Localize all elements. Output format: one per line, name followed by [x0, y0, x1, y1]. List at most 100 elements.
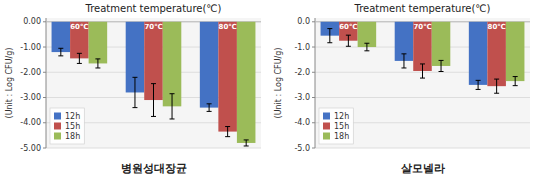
error-bar-cap: [170, 93, 175, 94]
error-bar-cap: [327, 42, 332, 43]
tick-label: -2.0: [294, 68, 310, 77]
error-bar-cap: [327, 28, 332, 29]
legend-swatch: [54, 133, 61, 140]
category-label: 60℃: [70, 23, 89, 31]
error-bar-cap: [95, 67, 100, 68]
legend-frame: [50, 108, 84, 144]
error-bar-cap: [77, 53, 82, 54]
error-bar-cap: [401, 67, 406, 68]
legend-label: 12h: [334, 112, 349, 121]
tick-label: -5.0: [294, 144, 310, 153]
error-bar-cap: [420, 78, 425, 79]
marks: [315, 22, 530, 93]
bar: [487, 22, 506, 86]
error-bar-cap: [476, 80, 481, 81]
error-bar-stem: [60, 48, 61, 56]
error-bar: [170, 94, 175, 119]
tick-label: -2.00: [20, 68, 41, 77]
legend-label: 18h: [65, 132, 80, 141]
error-bar: [132, 77, 137, 107]
error-bar-stem: [134, 77, 135, 107]
error-bar-stem: [79, 53, 80, 63]
legend: 12h15h18h: [50, 108, 84, 144]
error-bar-cap: [401, 53, 406, 54]
legend: 12h15h18h: [319, 108, 353, 144]
error-bar-stem: [496, 79, 497, 93]
category-label: 80℃: [219, 23, 238, 31]
error-bar-cap: [513, 76, 518, 77]
error-bar-stem: [209, 104, 210, 112]
error-bar-cap: [494, 79, 499, 80]
tick-label: -4.0: [294, 118, 310, 127]
error-bar-stem: [348, 35, 349, 46]
error-bar-stem: [441, 60, 442, 71]
error-bar: [327, 29, 332, 43]
legend-label: 15h: [334, 122, 349, 131]
error-bar-cap: [132, 77, 137, 78]
category-label: 80℃: [488, 23, 507, 31]
y-axis-label: (Unit : Log CFU/g): [5, 48, 14, 119]
y-axis-line: [315, 18, 316, 148]
error-bar-cap: [364, 50, 369, 51]
error-bar-cap: [207, 103, 212, 104]
error-bar: [225, 127, 230, 137]
error-bar-cap: [494, 93, 499, 94]
error-bar: [420, 64, 425, 78]
x-axis-label: 병원성대장균: [121, 162, 187, 175]
error-bar-stem: [515, 77, 516, 86]
error-bar: [476, 80, 481, 89]
x-axis-label: 살모넬라: [400, 162, 445, 175]
title: Treatment temperature(℃): [85, 3, 222, 14]
error-bar-stem: [366, 43, 367, 51]
bar: [413, 22, 432, 71]
grid-line: [315, 97, 530, 98]
tick-label: 0.0: [297, 17, 310, 26]
error-bar: [151, 84, 156, 117]
error-bar-cap: [346, 35, 351, 36]
tick-label: -1.0: [294, 43, 310, 52]
error-bar-cap: [170, 118, 175, 119]
error-bar-cap: [364, 43, 369, 44]
category-label: 70℃: [413, 23, 432, 31]
error-bar: [58, 48, 63, 56]
legend-frame: [319, 108, 353, 144]
tick-label: -3.00: [20, 93, 41, 102]
bar: [506, 22, 525, 81]
category-label: 60℃: [339, 23, 358, 31]
error-bar-stem: [403, 54, 404, 68]
error-bar-cap: [207, 111, 212, 112]
error-bar: [364, 43, 369, 51]
error-bar: [95, 59, 100, 68]
error-bar-cap: [95, 58, 100, 59]
tick-label: 0.00: [23, 17, 41, 26]
tick-label: -1.00: [20, 43, 41, 52]
bar: [358, 22, 377, 47]
error-bar: [207, 104, 212, 112]
bar: [200, 22, 219, 108]
error-bar-stem: [227, 127, 228, 137]
error-bar: [439, 60, 444, 71]
legend-swatch: [323, 133, 330, 140]
category-label: 70℃: [144, 23, 163, 31]
y-axis-label: (Unit : Log CFU/g): [274, 48, 283, 119]
plot-background: [46, 18, 261, 148]
error-bar-stem: [478, 80, 479, 89]
grid-line: [46, 148, 261, 149]
title: Treatment temperature(℃): [354, 3, 491, 14]
error-bar-stem: [97, 59, 98, 68]
bar: [469, 22, 488, 85]
chart-panel: 0.0-1.0-2.0-3.0-4.0-5.060℃70℃80℃Treatmen…: [274, 3, 531, 175]
figure: 0.00-1.00-2.00-3.00-4.00-5.0060℃70℃80℃Tr…: [0, 0, 538, 188]
error-bar-cap: [132, 107, 137, 108]
error-bar-cap: [58, 55, 63, 56]
bar: [70, 22, 89, 59]
error-bar: [346, 35, 351, 46]
bar: [218, 22, 237, 132]
error-bar-cap: [225, 126, 230, 127]
error-bar-stem: [246, 140, 247, 146]
y-axis-line: [46, 18, 47, 148]
error-bar-cap: [513, 85, 518, 86]
error-bar-cap: [151, 116, 156, 117]
legend-label: 15h: [65, 122, 80, 131]
error-bar-stem: [153, 84, 154, 117]
